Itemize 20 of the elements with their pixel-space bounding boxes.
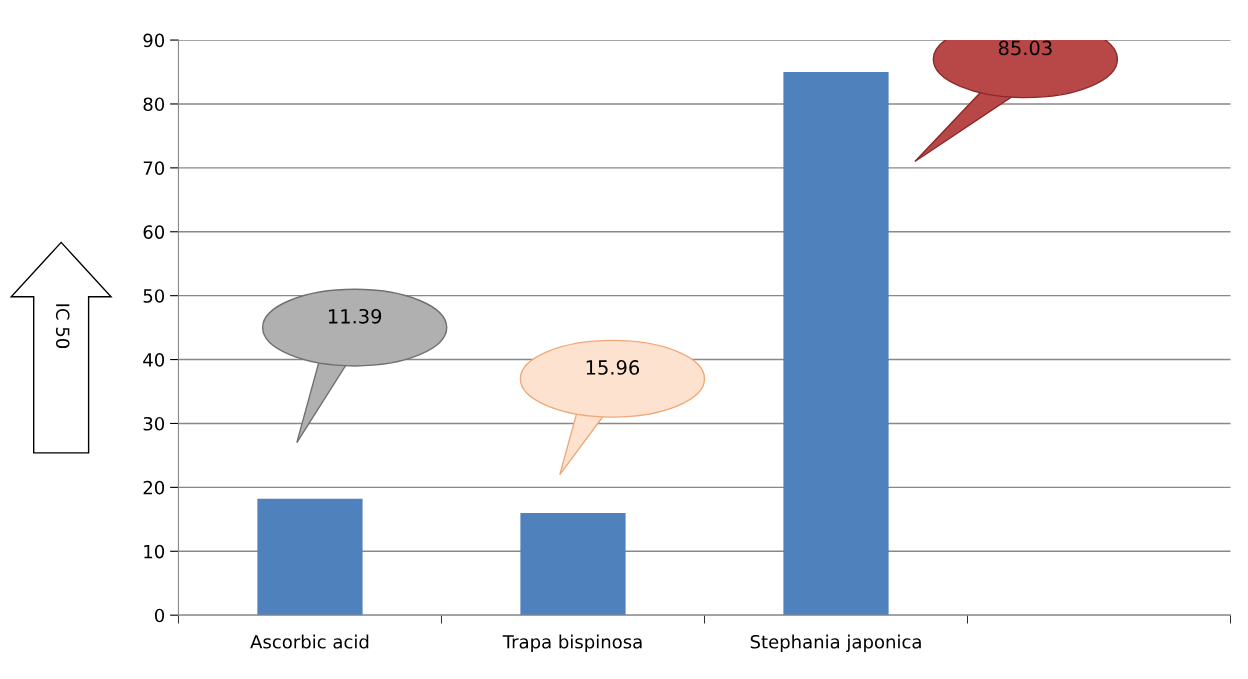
y-tick-label: 70	[143, 161, 165, 175]
annotation: 85.03	[998, 40, 1052, 56]
bar	[520, 512, 626, 616]
y-tick-label: 20	[143, 480, 165, 495]
y-tick-label: 0	[154, 608, 165, 623]
y-tick-label: 30	[143, 416, 165, 431]
annotation: 11.39	[328, 308, 382, 324]
y-tick-label: 90	[143, 33, 165, 48]
y-tick-label: 60	[143, 225, 165, 239]
x-tick-label: Trapa bispinosa	[502, 634, 642, 653]
y-tick-label: 40	[143, 353, 165, 367]
y-tick-label: 50	[143, 289, 165, 303]
y-tick-label: 10	[144, 544, 165, 559]
x-tick-label: Stephania japonica	[750, 634, 921, 653]
bar	[257, 498, 363, 616]
annotation: 15.96	[586, 360, 640, 375]
bar	[783, 72, 889, 616]
x-tick-label: Ascorbic acid	[250, 634, 369, 649]
y-axis-title: IC 50	[55, 304, 70, 349]
y-tick-label: 80	[143, 97, 165, 112]
